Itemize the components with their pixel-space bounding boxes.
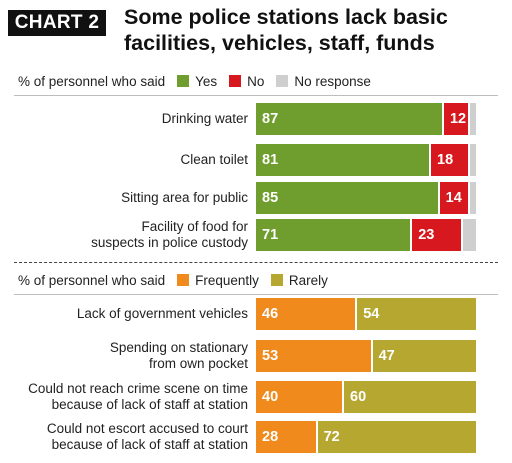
- stacked-bar: 28 72: [256, 421, 476, 453]
- bar-segment-no: 12: [443, 103, 470, 135]
- data-label: 87: [262, 111, 279, 127]
- category-label: Lack of government vehicles: [77, 306, 248, 322]
- data-label: 47: [378, 348, 395, 364]
- data-label: 23: [418, 227, 435, 243]
- legend-item-no-response: No response: [276, 74, 371, 89]
- legend-lead-text: % of personnel who said: [18, 272, 166, 288]
- category-label: Spending on stationary from own pocket: [110, 340, 248, 372]
- data-label: 72: [323, 429, 340, 445]
- category-label-line: because of lack of staff at station: [51, 437, 248, 452]
- stacked-bar: 46 54: [256, 298, 476, 330]
- legend-label: Yes: [195, 73, 218, 89]
- bar-segment-no: 14: [439, 182, 470, 214]
- bar-row: Sitting area for public 85 14: [0, 182, 512, 214]
- bar-segment-yes: 71: [256, 219, 413, 251]
- bar-segment-rarely: 60: [344, 381, 476, 413]
- legend-lead-text: % of personnel who said: [18, 73, 166, 89]
- chart-2-divider: [14, 294, 498, 295]
- bar-row: Facility of food for suspects in police c…: [0, 219, 512, 251]
- data-label: 60: [350, 389, 367, 405]
- section-separator: [14, 262, 498, 263]
- stacked-bar: 81 18: [256, 144, 476, 176]
- bar-segment-rarely: 72: [317, 421, 476, 453]
- bar-segment-no-response: [470, 103, 476, 135]
- bar-row: Could not escort accused to court because…: [0, 421, 512, 453]
- legend-item-yes: Yes: [177, 74, 217, 89]
- legend-item-rarely: Rarely: [270, 272, 328, 288]
- bar-segment-no: 18: [431, 144, 470, 176]
- legend-item-frequently: Frequently: [177, 273, 259, 288]
- bar-segment-rarely: 47: [372, 340, 476, 372]
- data-label: 53: [262, 348, 279, 364]
- bar-segment-frequently: 40: [256, 381, 344, 413]
- bar-row: Clean toilet 81 18: [0, 144, 512, 176]
- bar-segment-frequently: 53: [256, 340, 373, 372]
- category-label-line: Clean toilet: [180, 152, 248, 167]
- category-label-line: Facility of food for: [141, 219, 248, 234]
- stacked-bar: 40 60: [256, 381, 476, 413]
- bar-segment-no-response: [470, 144, 476, 176]
- category-label-line: Spending on stationary: [109, 340, 248, 355]
- data-label: 40: [262, 389, 279, 405]
- bar-row: Drinking water 87 12: [0, 103, 512, 135]
- data-label: 85: [262, 190, 279, 206]
- chart-1-legend: % of personnel who said Yes No No response: [18, 71, 383, 91]
- category-label: Drinking water: [162, 111, 248, 127]
- data-label: 71: [262, 227, 279, 243]
- category-label-line: Could not reach crime scene on time: [28, 381, 248, 396]
- bar-segment-no: 23: [412, 219, 463, 251]
- bar-segment-yes: 87: [256, 103, 444, 135]
- bar-segment-yes: 85: [256, 182, 440, 214]
- bar-row: Spending on stationary from own pocket 53 4…: [0, 340, 512, 372]
- data-label: 18: [437, 152, 454, 168]
- chart-2-legend: % of personnel who said Frequently Rarely: [18, 270, 340, 290]
- chart-title-line-1: Some police stations lack basic: [124, 5, 448, 29]
- stacked-bar: 87 12: [256, 103, 476, 135]
- legend-swatch: [270, 274, 283, 286]
- chart-title-line-2: facilities, vehicles, staff, funds: [124, 31, 435, 55]
- stacked-bar: 71 23: [256, 219, 476, 251]
- bar-segment-rarely: 54: [357, 298, 476, 330]
- legend-label: No: [247, 73, 265, 89]
- legend-label: Rarely: [288, 272, 328, 288]
- chart-1-divider: [14, 95, 498, 96]
- legend-label: No response: [294, 73, 371, 89]
- category-label: Facility of food for suspects in police c…: [91, 219, 248, 251]
- category-label-line: Lack of government vehicles: [76, 306, 248, 321]
- category-label: Could not reach crime scene on time becau…: [28, 381, 248, 413]
- category-label: Could not escort accused to court because…: [47, 421, 248, 453]
- bar-segment-no-response: [462, 219, 476, 251]
- data-label: 81: [262, 152, 279, 168]
- data-label: 14: [445, 190, 462, 206]
- legend-label: Frequently: [195, 272, 259, 288]
- category-label-line: from own pocket: [148, 356, 248, 371]
- category-label-line: Sitting area for public: [121, 190, 248, 205]
- category-label-line: Could not escort accused to court: [46, 421, 248, 436]
- data-label: 46: [262, 306, 279, 322]
- data-label: 12: [449, 111, 467, 127]
- legend-swatch: [177, 75, 190, 87]
- legend-swatch: [229, 75, 242, 87]
- legend-swatch: [177, 274, 190, 286]
- data-label: 54: [363, 306, 380, 322]
- bar-segment-frequently: 46: [256, 298, 358, 330]
- category-label-line: Drinking water: [161, 111, 248, 126]
- bar-segment-yes: 81: [256, 144, 431, 176]
- bar-row: Could not reach crime scene on time becau…: [0, 381, 512, 413]
- category-label-line: because of lack of staff at station: [51, 397, 248, 412]
- stacked-bar: 53 47: [256, 340, 476, 372]
- chart-number-tag: CHART 2: [8, 10, 106, 36]
- category-label-line: suspects in police custody: [91, 235, 248, 250]
- legend-item-no: No: [229, 74, 264, 89]
- chart-title: Some police stations lack basic faciliti…: [124, 4, 504, 56]
- category-label: Clean toilet: [180, 152, 248, 168]
- data-label: 28: [262, 429, 279, 445]
- stacked-bar: 85 14: [256, 182, 476, 214]
- legend-swatch: [276, 75, 289, 87]
- bar-segment-no-response: [470, 182, 476, 214]
- bar-segment-frequently: 28: [256, 421, 318, 453]
- category-label: Sitting area for public: [121, 190, 248, 206]
- bar-row: Lack of government vehicles 46 54: [0, 298, 512, 330]
